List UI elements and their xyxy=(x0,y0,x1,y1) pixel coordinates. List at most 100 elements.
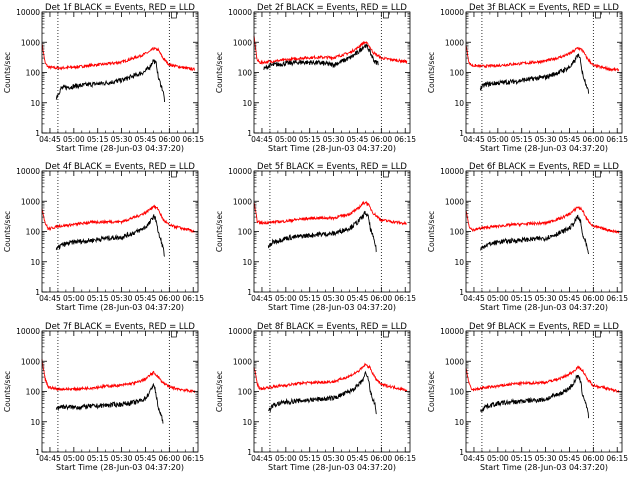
lld-rate-line xyxy=(253,200,407,226)
x-tick-label: 05:30 xyxy=(323,135,345,144)
y-tick-label: 1 xyxy=(247,448,252,457)
y-tick-label: 10 xyxy=(242,418,252,427)
x-tick-label: 05:15 xyxy=(87,135,109,144)
panel-title: Det 8f BLACK = Events, RED = LLD xyxy=(257,322,407,332)
x-tick-label: 05:15 xyxy=(299,454,321,463)
x-tick-label: 05:15 xyxy=(511,454,533,463)
x-tick-label: 05:15 xyxy=(511,135,533,144)
x-tick-label: 05:45 xyxy=(559,294,581,303)
x-tick-label: 06:15 xyxy=(182,454,204,463)
y-tick-label: 10 xyxy=(242,258,252,267)
y-tick-label: 10000 xyxy=(440,327,464,336)
y-tick-label: 100 xyxy=(238,228,253,237)
x-tick-label: 05:45 xyxy=(559,135,581,144)
y-tick-label: 1 xyxy=(459,129,464,138)
x-tick-label: 05:15 xyxy=(87,294,109,303)
x-tick-label: 05:30 xyxy=(535,454,557,463)
x-tick-label: 05:45 xyxy=(135,454,157,463)
y-tick-label: 10000 xyxy=(228,167,252,176)
x-axis-label: Start Time (28-Jun-03 04:37:20) xyxy=(480,463,608,472)
events-rate-line xyxy=(267,370,377,415)
plot-frame xyxy=(41,170,199,293)
y-axis-label: Counts/sec xyxy=(427,211,436,252)
x-tick-label: 06:00 xyxy=(371,454,393,463)
plot-frame xyxy=(465,11,623,134)
x-tick-label: 04:45 xyxy=(463,454,485,463)
x-tick-label: 05:00 xyxy=(275,454,297,463)
x-tick-label: 05:15 xyxy=(299,135,321,144)
events-rate-line xyxy=(55,382,164,424)
y-tick-label: 10000 xyxy=(16,8,40,17)
lld-rate-line xyxy=(253,362,408,392)
panel-title: Det 5f BLACK = Events, RED = LLD xyxy=(257,162,407,172)
x-tick-label: 06:15 xyxy=(182,294,204,303)
x-tick-label: 05:00 xyxy=(275,135,297,144)
x-tick-label: 06:00 xyxy=(371,294,393,303)
x-tick-label: 05:30 xyxy=(111,294,133,303)
y-tick-label: 100 xyxy=(26,388,41,397)
y-tick-label: 10000 xyxy=(440,8,464,17)
x-tick-label: 06:15 xyxy=(606,454,628,463)
x-tick-label: 06:15 xyxy=(606,294,628,303)
x-tick-label: 05:00 xyxy=(63,454,85,463)
x-tick-label: 05:30 xyxy=(323,454,345,463)
x-tick-label: 05:45 xyxy=(135,294,157,303)
x-axis-label: Start Time (28-Jun-03 04:37:20) xyxy=(268,144,396,153)
panel-title: Det 1f BLACK = Events, RED = LLD xyxy=(45,3,195,13)
panel-title: Det 9f BLACK = Events, RED = LLD xyxy=(469,322,619,332)
y-axis-label: Counts/sec xyxy=(3,371,12,412)
detector-panel-1: Det 1f BLACK = Events, RED = LLD 1 10 100 10… xyxy=(3,3,204,153)
x-tick-label: 05:45 xyxy=(347,294,369,303)
events-rate-line xyxy=(55,59,166,103)
y-tick-label: 10 xyxy=(242,99,252,108)
x-axis-label: Start Time (28-Jun-03 04:37:20) xyxy=(480,144,608,153)
y-tick-label: 100 xyxy=(450,69,465,78)
y-tick-label: 1000 xyxy=(21,357,40,366)
x-tick-label: 05:15 xyxy=(511,294,533,303)
y-tick-label: 1000 xyxy=(233,357,252,366)
x-tick-label: 06:15 xyxy=(606,135,628,144)
lld-rate-line xyxy=(41,204,196,234)
y-axis-label: Counts/sec xyxy=(3,211,12,252)
x-tick-label: 04:45 xyxy=(251,294,273,303)
detector-panel-3: Det 3f BLACK = Events, RED = LLD 1 10 100 10… xyxy=(427,3,628,153)
y-tick-label: 10000 xyxy=(228,327,252,336)
y-tick-label: 100 xyxy=(26,69,41,78)
y-axis-label: Counts/sec xyxy=(215,52,224,93)
y-tick-label: 1 xyxy=(35,448,40,457)
x-tick-label: 06:15 xyxy=(394,454,416,463)
y-axis-label: Counts/sec xyxy=(3,52,12,93)
x-tick-label: 04:45 xyxy=(39,294,61,303)
x-tick-label: 04:45 xyxy=(463,135,485,144)
plot-frame xyxy=(465,330,623,453)
y-tick-label: 100 xyxy=(238,388,253,397)
detector-panel-8: Det 8f BLACK = Events, RED = LLD 1 10 100 10… xyxy=(215,322,416,472)
x-tick-label: 06:00 xyxy=(159,454,181,463)
events-rate-line xyxy=(267,210,377,253)
x-axis-label: Start Time (28-Jun-03 04:37:20) xyxy=(268,303,396,312)
y-tick-label: 10000 xyxy=(440,167,464,176)
x-tick-label: 06:00 xyxy=(583,454,605,463)
y-tick-label: 10000 xyxy=(228,8,252,17)
lld-rate-line xyxy=(465,45,620,72)
events-rate-line xyxy=(480,214,590,255)
detector-panel-5: Det 5f BLACK = Events, RED = LLD 1 10 100 10… xyxy=(215,162,416,312)
lld-rate-line xyxy=(41,358,196,394)
lld-rate-line xyxy=(253,35,408,65)
x-tick-label: 04:45 xyxy=(251,135,273,144)
x-tick-label: 06:15 xyxy=(394,135,416,144)
plot-frame xyxy=(465,170,623,293)
y-tick-label: 1 xyxy=(35,129,40,138)
x-tick-label: 04:45 xyxy=(251,454,273,463)
y-tick-label: 1000 xyxy=(21,38,40,47)
y-tick-label: 1000 xyxy=(445,197,464,206)
y-tick-label: 10 xyxy=(454,418,464,427)
lld-rate-line xyxy=(465,365,620,393)
x-tick-label: 05:45 xyxy=(347,135,369,144)
y-tick-label: 1 xyxy=(247,129,252,138)
x-tick-label: 06:15 xyxy=(394,294,416,303)
events-rate-line xyxy=(263,43,379,71)
y-tick-label: 10 xyxy=(30,418,40,427)
x-tick-label: 05:15 xyxy=(87,454,109,463)
